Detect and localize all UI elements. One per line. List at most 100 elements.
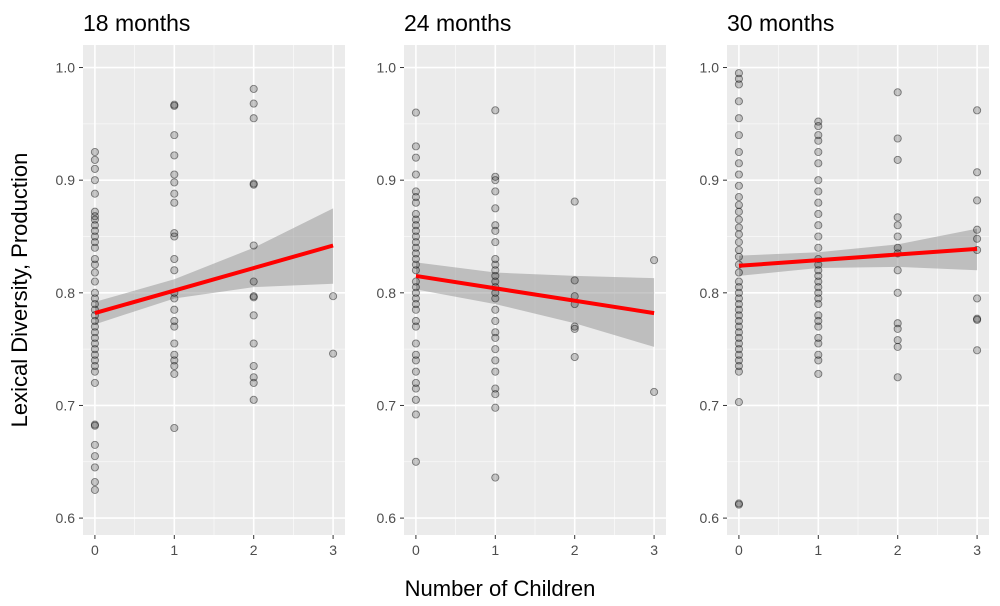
- data-point: [249, 395, 258, 404]
- data-point: [491, 473, 500, 482]
- data-point: [734, 238, 743, 247]
- data-point: [734, 207, 743, 216]
- data-point: [170, 361, 179, 371]
- data-point: [90, 361, 99, 371]
- data-point: [170, 294, 179, 303]
- data-point: [893, 319, 902, 328]
- panel-2: 24 months 0.6 0.7 0.8 0.9 1.0 0 1 2 3: [377, 10, 666, 558]
- y-tick-label: 0.7: [700, 397, 720, 413]
- data-point: [170, 170, 179, 179]
- data-point: [329, 292, 338, 301]
- data-point: [734, 294, 743, 303]
- x-tick-label: 1: [491, 542, 499, 558]
- x-tick-label: 3: [973, 542, 981, 558]
- data-point: [491, 266, 500, 275]
- data-point: [893, 134, 902, 143]
- data-point: [170, 232, 179, 241]
- data-point: [734, 80, 743, 89]
- data-point: [973, 106, 982, 115]
- x-tick-label: 1: [170, 542, 178, 558]
- data-point: [90, 452, 99, 461]
- data-point: [411, 266, 420, 275]
- data-point: [90, 238, 99, 247]
- data-point: [411, 288, 420, 297]
- regression-line: [738, 246, 978, 268]
- data-point: [734, 181, 743, 190]
- data-point: [491, 356, 500, 365]
- data-point: [170, 100, 179, 109]
- data-point: [411, 142, 420, 151]
- x-tick-label: 1: [814, 542, 822, 558]
- data-point: [734, 131, 743, 140]
- data-point: [411, 193, 420, 202]
- data-point: [90, 212, 99, 221]
- x-tick-label: 3: [650, 542, 658, 558]
- data-point: [814, 147, 823, 157]
- data-point: [734, 193, 743, 202]
- x-tick-label: 3: [329, 542, 337, 558]
- data-point: [734, 200, 743, 210]
- data-point: [411, 294, 420, 303]
- data-point: [90, 356, 99, 365]
- data-point: [90, 350, 99, 359]
- data-point: [491, 221, 500, 230]
- data-point: [893, 324, 902, 333]
- x-tick-label: 2: [571, 542, 579, 558]
- data-point: [814, 277, 823, 286]
- data-point: [411, 300, 420, 309]
- data-point: [90, 420, 99, 429]
- data-point: [249, 373, 258, 382]
- data-point: [90, 463, 99, 472]
- data-point: [814, 122, 823, 131]
- data-point: [90, 333, 99, 342]
- regression-line: [94, 243, 334, 316]
- data-point: [893, 373, 902, 382]
- data-point: [491, 316, 500, 326]
- data-point: [491, 176, 500, 185]
- data-point: [90, 485, 99, 494]
- data-point: [90, 478, 99, 487]
- data-point: [734, 288, 743, 297]
- data-point: [893, 221, 902, 230]
- data-point: [170, 101, 179, 110]
- data-point: [734, 245, 743, 255]
- panel-title: 18 months: [83, 10, 190, 36]
- data-point: [411, 283, 420, 292]
- data-point: [491, 204, 500, 213]
- data-point: [170, 254, 179, 264]
- data-point: [90, 226, 99, 235]
- data-point: [814, 283, 823, 292]
- data-point: [411, 238, 420, 247]
- data-point: [814, 243, 823, 252]
- data-point: [170, 356, 179, 365]
- data-point: [491, 294, 500, 303]
- data-point: [411, 260, 420, 269]
- data-point: [734, 305, 743, 314]
- data-point: [411, 457, 420, 466]
- data-point: [491, 384, 500, 393]
- panel-1: 18 months 0.6 0.7 0.8 0.9 1.0 0 1 2 3: [56, 10, 345, 558]
- data-point: [814, 322, 823, 331]
- data-point: [734, 356, 743, 365]
- data-point: [249, 339, 258, 348]
- data-point: [814, 369, 823, 378]
- data-point: [814, 288, 823, 297]
- data-point: [734, 159, 743, 168]
- data-point: [814, 311, 823, 320]
- data-point: [570, 352, 579, 362]
- data-point: [170, 339, 179, 348]
- data-point: [491, 254, 500, 264]
- data-point: [90, 345, 99, 354]
- data-point: [411, 221, 420, 230]
- data-point: [893, 213, 902, 222]
- data-point: [814, 333, 823, 342]
- y-tick-label: 1.0: [56, 60, 76, 76]
- data-point: [491, 277, 500, 286]
- data-point: [491, 238, 500, 247]
- data-point: [814, 176, 823, 185]
- data-point: [814, 117, 823, 126]
- x-tick-label: 0: [412, 542, 420, 558]
- data-point: [170, 189, 179, 198]
- data-point: [411, 410, 420, 419]
- data-point: [734, 215, 743, 224]
